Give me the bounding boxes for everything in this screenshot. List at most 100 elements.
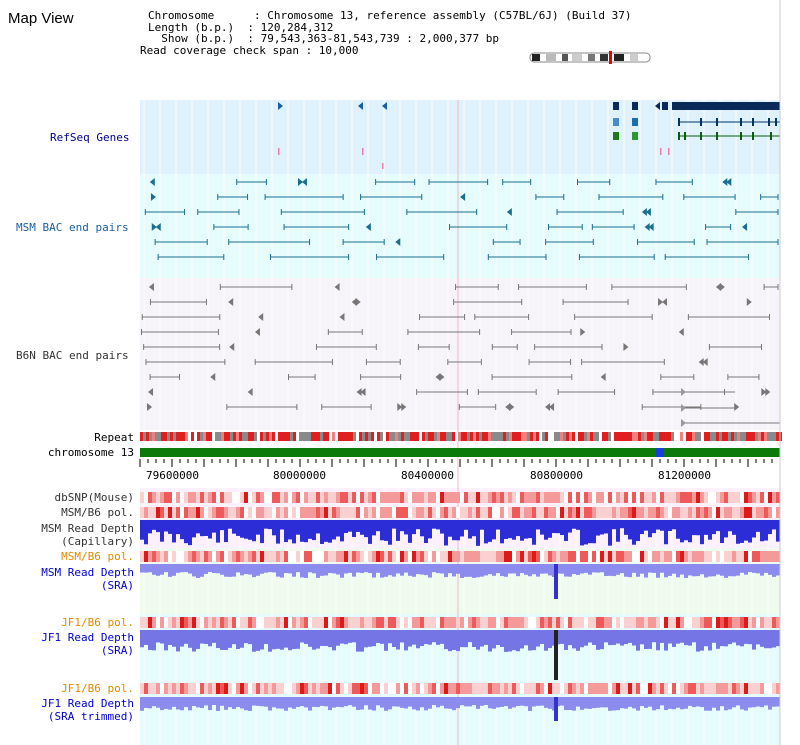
show-range-info: Show (b.p.) : 79,543,363-81,543,739 : 2,… xyxy=(148,32,499,45)
repeat-segment xyxy=(593,432,596,441)
depth-bar xyxy=(160,630,164,644)
depth-bar xyxy=(220,697,224,706)
repeat-segment xyxy=(683,432,686,441)
heat-cell xyxy=(600,617,604,628)
heat-cell xyxy=(272,617,276,628)
depth-bar xyxy=(348,630,352,643)
depth-spike xyxy=(554,697,558,721)
heat-cell xyxy=(368,617,372,628)
heat-cell xyxy=(704,683,708,694)
heat-cell xyxy=(184,683,188,694)
heat-cell xyxy=(324,551,328,562)
depth-bar xyxy=(300,697,304,707)
heat-cell xyxy=(584,551,588,562)
depth-bar xyxy=(528,697,532,711)
heat-cell xyxy=(400,683,404,694)
heat-cell xyxy=(684,492,688,503)
heat-cell xyxy=(248,492,252,503)
heat-cell xyxy=(404,551,408,562)
repeat-segment xyxy=(719,432,722,441)
depth-bar xyxy=(712,520,716,535)
heat-cell xyxy=(648,551,652,562)
depth-bar xyxy=(612,520,616,530)
depth-bar xyxy=(636,564,640,577)
repeat-segment xyxy=(389,432,392,441)
heat-cell xyxy=(748,492,752,503)
gene-tick xyxy=(660,148,662,155)
heat-cell xyxy=(356,551,360,562)
heat-cell xyxy=(692,492,696,503)
repeat-segment xyxy=(641,432,644,441)
heat-cell xyxy=(652,617,656,628)
depth-bar xyxy=(356,697,360,710)
heat-cell xyxy=(616,492,620,503)
depth-bar xyxy=(576,564,580,575)
heat-cell xyxy=(756,683,760,694)
heat-cell xyxy=(520,551,524,562)
repeat-segment xyxy=(407,432,410,441)
heat-cell xyxy=(144,507,148,518)
depth-bar xyxy=(608,520,612,546)
depth-bar xyxy=(204,520,208,537)
depth-bar xyxy=(516,520,520,537)
heat-cell xyxy=(728,507,732,518)
heat-cell xyxy=(692,683,696,694)
heat-cell xyxy=(176,507,180,518)
depth-bar xyxy=(384,520,388,541)
repeat-segment xyxy=(278,432,281,441)
heat-cell xyxy=(212,507,216,518)
depth-bar xyxy=(716,697,720,711)
depth-bar xyxy=(340,564,344,578)
heat-cell xyxy=(288,617,292,628)
heat-cell xyxy=(256,507,260,518)
heat-cell xyxy=(172,617,176,628)
heat-cell xyxy=(268,492,272,503)
heat-cell xyxy=(220,683,224,694)
repeat-segment xyxy=(158,432,161,441)
heat-cell xyxy=(352,617,356,628)
heat-cell xyxy=(776,507,780,518)
heat-cell xyxy=(148,507,152,518)
heat-cell xyxy=(768,507,772,518)
depth-bar xyxy=(776,564,780,576)
depth-bar xyxy=(296,520,300,535)
depth-bar xyxy=(584,630,588,646)
depth-bar xyxy=(488,630,492,652)
feature-arrow xyxy=(645,208,651,216)
heat-cell xyxy=(360,683,364,694)
depth-bar xyxy=(380,697,384,708)
repeat-segment xyxy=(170,432,173,441)
depth-bar xyxy=(276,697,280,709)
repeat-segment xyxy=(629,432,632,441)
heat-cell xyxy=(284,492,288,503)
msm-bac-track-bg xyxy=(140,174,780,278)
depth-bar xyxy=(748,697,752,708)
heat-cell xyxy=(380,683,384,694)
depth-bar xyxy=(280,630,284,650)
feature-arrow xyxy=(726,178,732,186)
heat-cell xyxy=(512,492,516,503)
heat-cell xyxy=(668,492,672,503)
depth-spike xyxy=(554,630,558,680)
heat-cell xyxy=(524,551,528,562)
heat-cell xyxy=(296,617,300,628)
depth-bar xyxy=(256,520,260,535)
heat-cell xyxy=(336,617,340,628)
heat-cell xyxy=(492,551,496,562)
heat-cell xyxy=(496,617,500,628)
depth-bar xyxy=(332,697,336,708)
depth-bar xyxy=(680,697,684,710)
depth-bar xyxy=(732,564,736,577)
depth-bar xyxy=(736,520,740,544)
depth-bar xyxy=(232,630,236,645)
heat-cell xyxy=(260,507,264,518)
depth-bar xyxy=(664,564,668,578)
heat-cell xyxy=(380,617,384,628)
depth-bar xyxy=(364,697,368,706)
depth-bar xyxy=(776,697,780,707)
exon xyxy=(716,132,718,140)
heat-cell xyxy=(732,492,736,503)
heat-cell xyxy=(596,683,600,694)
heat-cell xyxy=(140,683,144,694)
